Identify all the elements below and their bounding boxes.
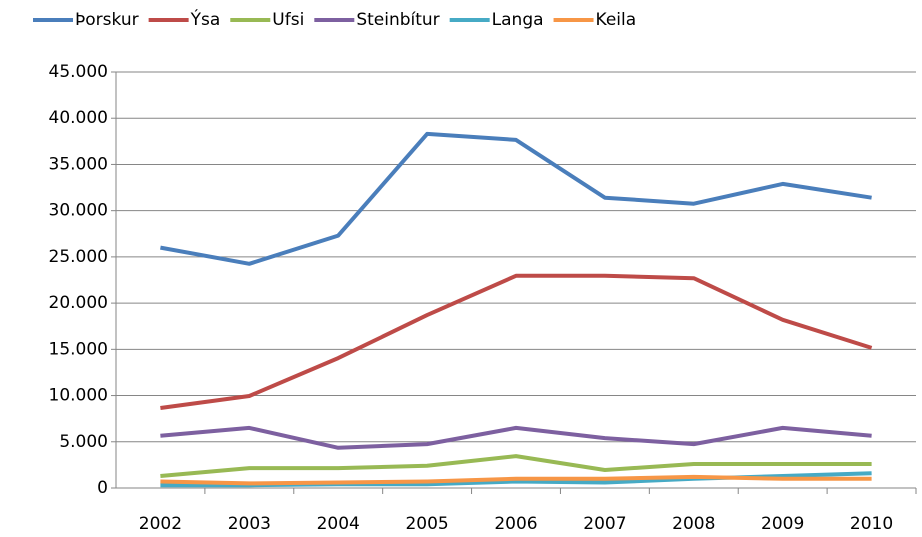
y-tick-label: 25.000 (49, 247, 108, 267)
series-line (160, 454, 872, 478)
legend-label: Ufsi (272, 10, 304, 30)
legend-item: Þorskur (33, 10, 139, 30)
x-tick-label: 2005 (405, 514, 448, 534)
x-tick-label: 2006 (494, 514, 537, 534)
legend-label: Langa (492, 10, 544, 30)
legend-label: Steinbítur (356, 10, 439, 30)
x-tick-label: 2009 (761, 514, 804, 534)
legend-item: Ýsa (148, 8, 221, 30)
y-tick-label: 15.000 (49, 339, 108, 359)
x-tick-label: 2010 (850, 514, 893, 534)
y-tick-label: 40.000 (49, 108, 108, 128)
series-line (160, 425, 872, 450)
y-tick-label: 10.000 (49, 386, 108, 406)
y-tick-label: 45.000 (49, 62, 108, 82)
y-tick-label: 0 (97, 478, 108, 498)
x-tick-label: 2003 (228, 514, 271, 534)
legend-label: Keila (596, 10, 637, 30)
y-tick-label: 20.000 (49, 293, 108, 313)
y-tick-label: 5.000 (59, 432, 108, 452)
legend-item: Keila (553, 10, 637, 30)
x-tick-label: 2007 (583, 514, 626, 534)
y-tick-label: 35.000 (49, 154, 108, 174)
series-line (160, 273, 873, 410)
legend-label: Þorskur (75, 10, 139, 30)
series-line (160, 131, 872, 266)
legend-label: Ýsa (190, 8, 221, 30)
x-tick-label: 2002 (139, 514, 182, 534)
legend-item: Ufsi (230, 10, 304, 30)
legend-item: Langa (449, 10, 544, 30)
legend-item: Steinbítur (314, 10, 440, 30)
x-tick-label: 2008 (672, 514, 715, 534)
series-line (160, 474, 872, 486)
x-tick-label: 2004 (317, 514, 360, 534)
y-tick-label: 30.000 (49, 201, 108, 221)
